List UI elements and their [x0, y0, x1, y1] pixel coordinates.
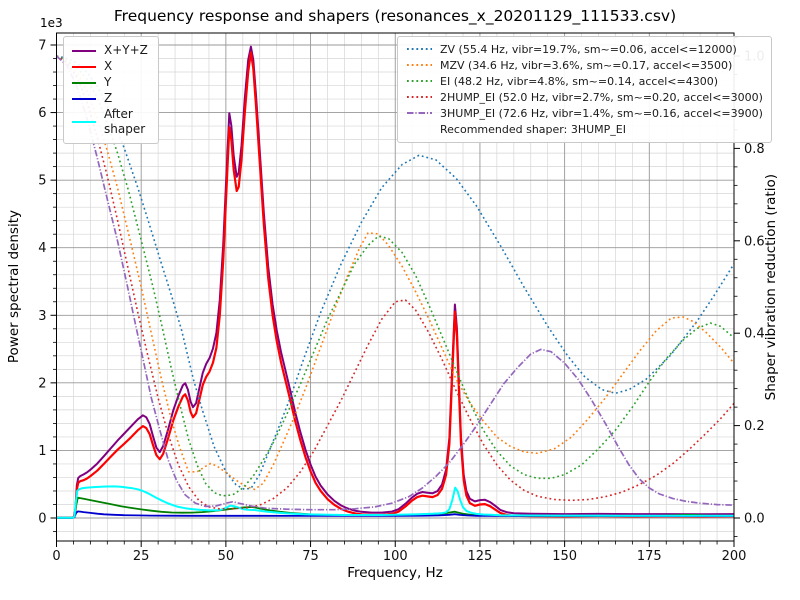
svg-text:125: 125: [468, 549, 493, 564]
legend-signals-label-3: Z: [104, 91, 113, 105]
legend-signals-item-0: X+Y+Z: [71, 43, 148, 58]
svg-text:5: 5: [38, 174, 46, 189]
legend-signals-item-2: Y: [71, 75, 148, 90]
svg-text:6: 6: [38, 106, 46, 121]
legend-signals-label-1: X: [104, 59, 113, 73]
svg-text:0.6: 0.6: [744, 234, 765, 249]
legend-shapers-label-5: Recommended shaper: 3HUMP_EI: [440, 122, 626, 136]
legend-signals-item-4: After shaper: [71, 107, 148, 137]
legend-line-sample: [407, 96, 432, 99]
legend-shapers-item-1: MZV (34.6 Hz, vibr=3.6%, sm~=0.17, accel…: [406, 58, 763, 74]
y-axis-label-right: Shaper vibration reduction (ratio): [763, 173, 779, 401]
legend-shapers-label-1: MZV (34.6 Hz, vibr=3.6%, sm~=0.17, accel…: [440, 58, 733, 72]
y-axis-label-left-wrap: Power spectral density: [6, 33, 22, 541]
legend-shapers-item-4: 3HUMP_EI (72.6 Hz, vibr=1.4%, sm~=0.16, …: [406, 106, 763, 122]
legend-signals-label-0: X+Y+Z: [104, 43, 148, 57]
svg-text:3: 3: [38, 309, 46, 324]
legend-line-sample: [72, 97, 96, 100]
legend-line-sample: [407, 64, 432, 67]
svg-text:0.4: 0.4: [744, 327, 765, 342]
legend-line-sample: [72, 49, 96, 52]
legend-line-sample: [72, 81, 96, 84]
legend-line-sample: [407, 48, 432, 51]
svg-text:0.2: 0.2: [744, 419, 765, 434]
legend-shapers-item-2: EI (48.2 Hz, vibr=4.8%, sm~=0.14, accel<…: [406, 74, 763, 90]
svg-text:175: 175: [637, 549, 662, 564]
legend-line-sample: [72, 65, 96, 68]
y-axis-offset-text: 1e3: [40, 16, 63, 30]
svg-text:25: 25: [133, 549, 150, 564]
svg-text:200: 200: [722, 549, 747, 564]
ticks: [50, 37, 740, 547]
legend-shapers-label-0: ZV (55.4 Hz, vibr=19.7%, sm~=0.06, accel…: [440, 42, 737, 56]
svg-text:1: 1: [38, 444, 46, 459]
legend-shapers-item-5: Recommended shaper: 3HUMP_EI: [406, 122, 763, 138]
legend-shapers-item-0: ZV (55.4 Hz, vibr=19.7%, sm~=0.06, accel…: [406, 42, 763, 58]
y-axis-label-left: Power spectral density: [6, 210, 22, 364]
legend-shapers-label-2: EI (48.2 Hz, vibr=4.8%, sm~=0.14, accel<…: [440, 74, 718, 88]
curve-after-shaper: [56, 485, 734, 519]
curve-ei: [56, 55, 734, 497]
svg-text:100: 100: [383, 549, 408, 564]
curve-zv: [56, 55, 734, 491]
svg-text:4: 4: [38, 241, 46, 256]
curves: [56, 45, 734, 519]
svg-text:0: 0: [38, 512, 46, 527]
svg-text:0: 0: [52, 549, 60, 564]
legend-shapers-label-4: 3HUMP_EI (72.6 Hz, vibr=1.4%, sm~=0.16, …: [440, 106, 763, 120]
legend-shapers-item-3: 2HUMP_EI (52.0 Hz, vibr=2.7%, sm~=0.20, …: [406, 90, 763, 106]
legend-line-sample: [72, 121, 96, 123]
legend-line-sample: [407, 80, 432, 83]
x-axis-label: Frequency, Hz: [347, 565, 443, 581]
legend-signals-item-3: Z: [71, 91, 148, 106]
legend-spacer: [406, 123, 433, 135]
legend-signals: X+Y+Z X Y Z After shaper: [63, 36, 159, 144]
legend-signals-item-1: X: [71, 59, 148, 74]
legend-line-sample: [407, 112, 432, 115]
svg-text:150: 150: [552, 549, 577, 564]
chart-title: Frequency response and shapers (resonanc…: [113, 7, 677, 25]
svg-text:0.8: 0.8: [744, 142, 765, 157]
curve-x: [56, 51, 734, 519]
svg-text:2: 2: [38, 376, 46, 391]
legend-shapers-label-3: 2HUMP_EI (52.0 Hz, vibr=2.7%, sm~=0.20, …: [440, 90, 763, 104]
svg-text:75: 75: [302, 549, 319, 564]
svg-text:50: 50: [218, 549, 235, 564]
legend-signals-label-4: After shaper: [104, 107, 146, 136]
grid-minor: [56, 33, 734, 541]
svg-text:0.0: 0.0: [744, 512, 765, 527]
legend-signals-label-2: Y: [104, 75, 112, 89]
legend-shapers: ZV (55.4 Hz, vibr=19.7%, sm~=0.06, accel…: [397, 36, 772, 143]
svg-text:7: 7: [38, 39, 46, 54]
